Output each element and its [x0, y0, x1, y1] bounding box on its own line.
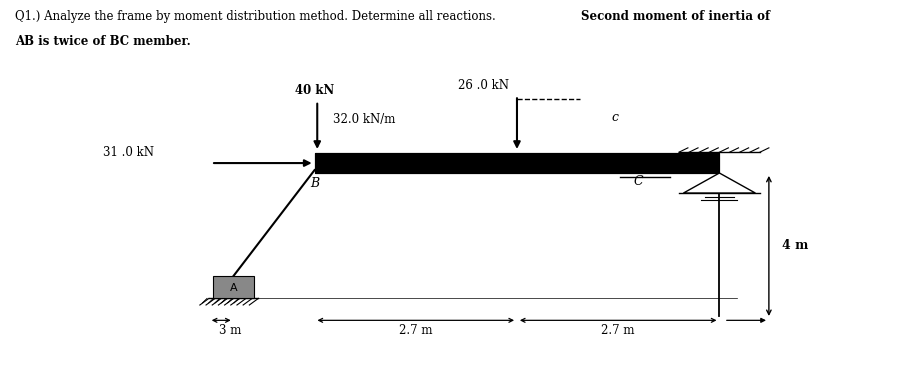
Bar	[314, 153, 719, 173]
Text: c: c	[611, 111, 618, 124]
Text: 26 .0 kN: 26 .0 kN	[459, 79, 509, 92]
Text: 31 .0 kN: 31 .0 kN	[104, 147, 154, 159]
Text: 2.7 m: 2.7 m	[399, 324, 432, 337]
Text: A: A	[230, 283, 237, 293]
Text: 2.7 m: 2.7 m	[601, 324, 635, 337]
Polygon shape	[684, 173, 755, 193]
Text: 40 kN: 40 kN	[295, 84, 334, 97]
Text: Q1.) Analyze the frame by moment distribution method. Determine all reactions.: Q1.) Analyze the frame by moment distrib…	[15, 10, 499, 23]
Text: 32.0 kN/m: 32.0 kN/m	[332, 113, 395, 126]
Text: 4 m: 4 m	[783, 239, 809, 253]
Text: Second moment of inertia of: Second moment of inertia of	[581, 10, 770, 23]
Bar	[314, 153, 719, 173]
Text: AB is twice of BC member.: AB is twice of BC member.	[15, 35, 191, 48]
Text: B: B	[310, 177, 320, 189]
Text: C: C	[634, 175, 644, 188]
Bar	[213, 276, 254, 298]
Text: 3 m: 3 m	[219, 324, 242, 337]
